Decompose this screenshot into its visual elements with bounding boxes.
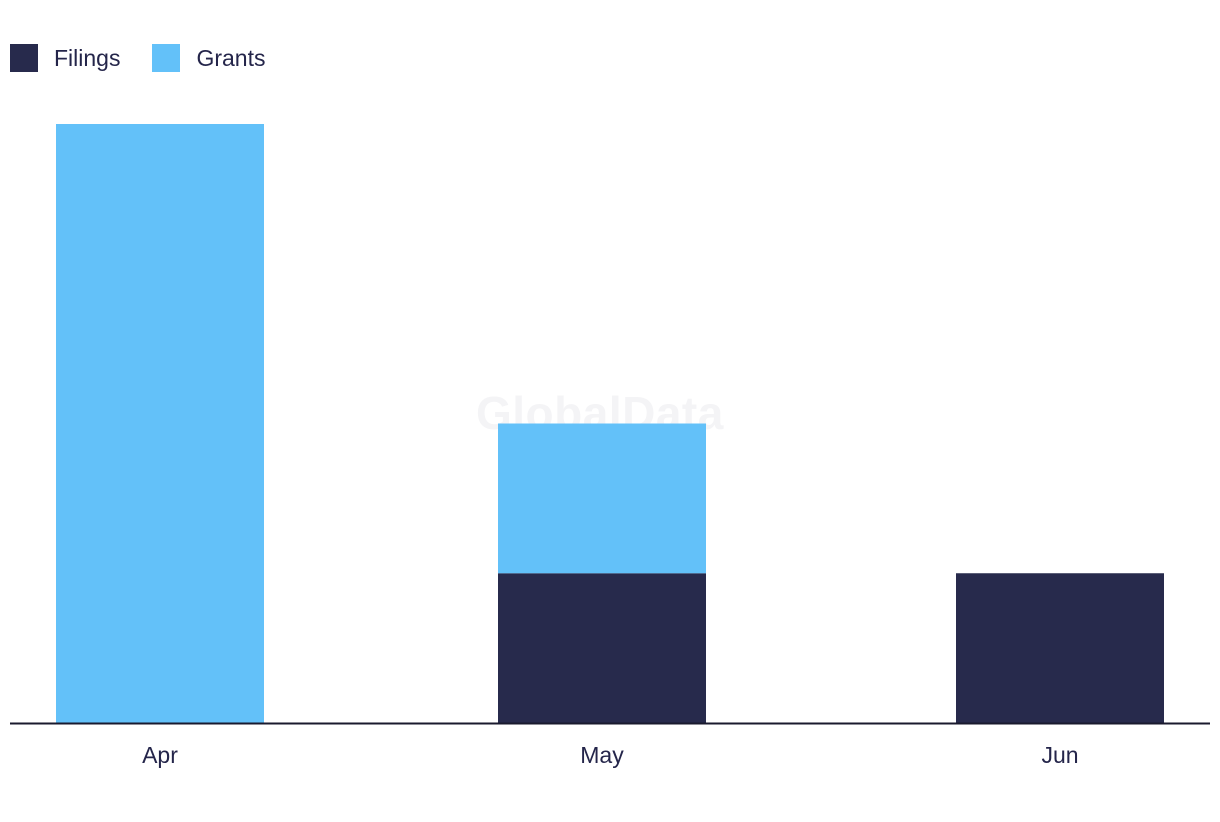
bar-grants-may bbox=[498, 423, 706, 574]
legend-label-grants: Grants bbox=[196, 45, 266, 71]
legend-swatch-filings bbox=[10, 44, 38, 72]
legend-item-grants: Grants bbox=[152, 44, 266, 72]
x-tick-labels: Apr May Jun bbox=[142, 742, 1078, 768]
legend-swatch-grants bbox=[152, 44, 181, 72]
bars-group bbox=[56, 124, 1164, 723]
chart-legend: Filings Grants bbox=[10, 44, 266, 72]
bar-filings-may bbox=[498, 573, 706, 723]
x-tick-label-apr: Apr bbox=[142, 742, 178, 768]
x-tick-label-jun: Jun bbox=[1041, 742, 1078, 768]
legend-item-filings: Filings bbox=[10, 44, 120, 72]
x-tick-label-may: May bbox=[580, 742, 624, 768]
bar-filings-jun bbox=[956, 573, 1164, 723]
bar-grants-apr bbox=[56, 124, 264, 723]
legend-label-filings: Filings bbox=[54, 45, 121, 71]
